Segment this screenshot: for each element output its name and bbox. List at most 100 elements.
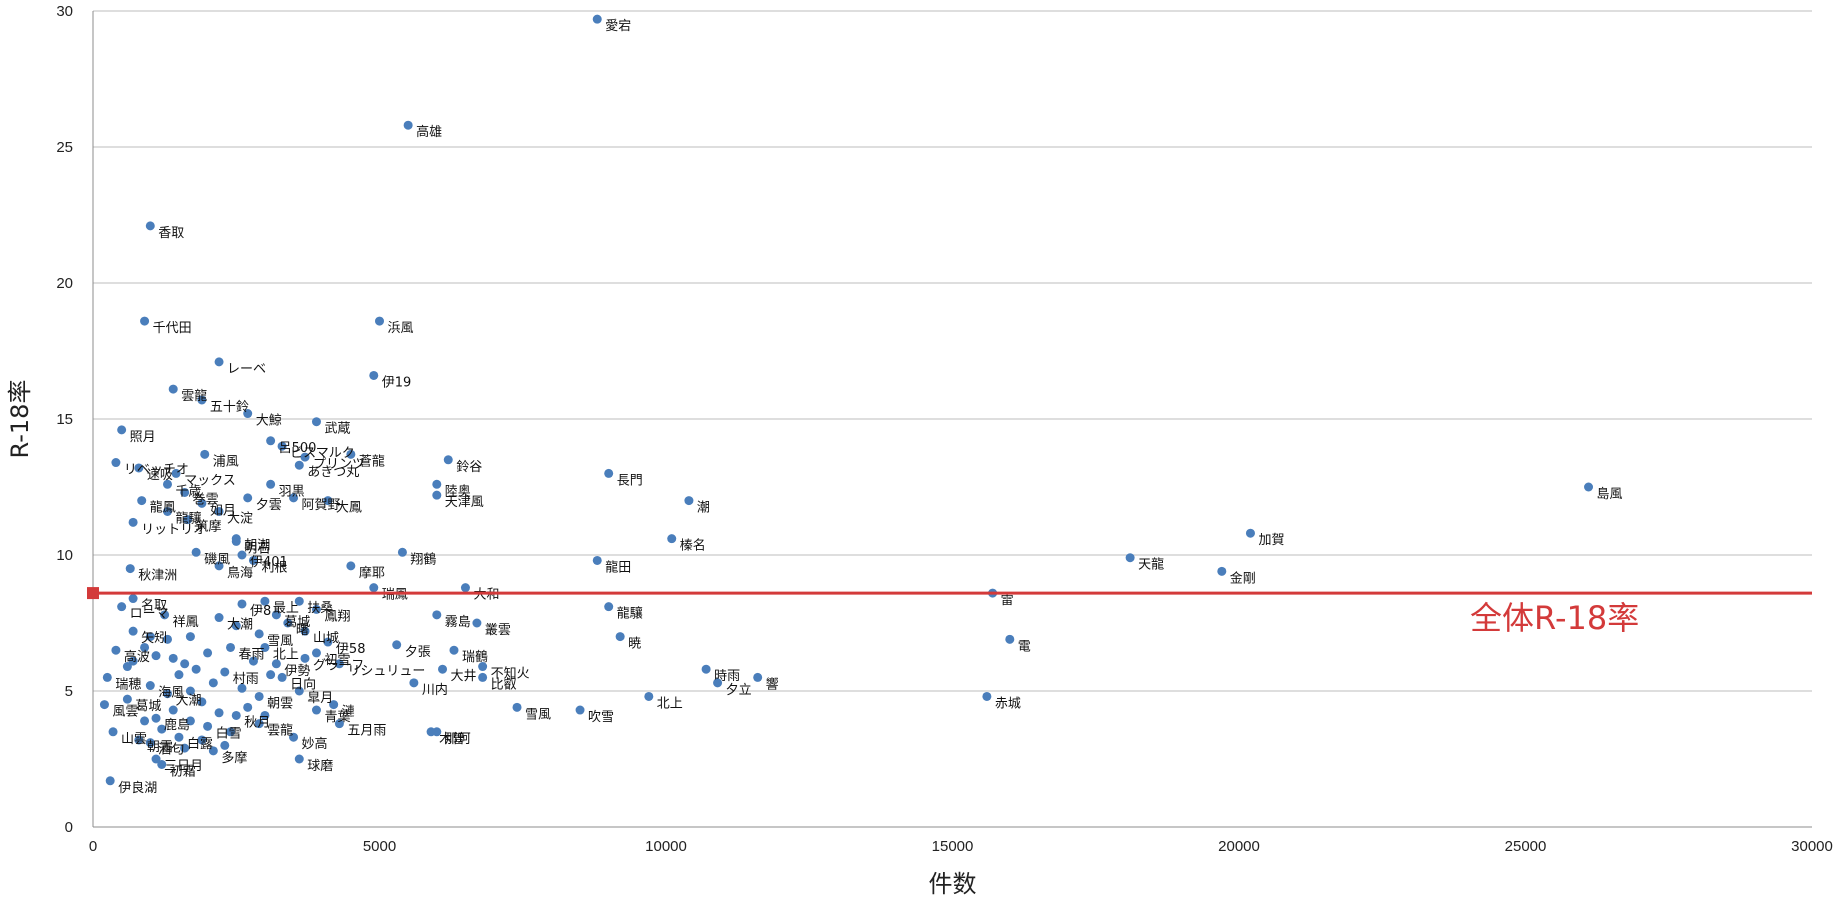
point-label: 吹雪 (588, 710, 614, 725)
data-point (323, 637, 333, 647)
point-label: 暁 (628, 637, 641, 652)
data-point (117, 602, 127, 612)
point-label: 龍鳳 (150, 500, 176, 516)
y-tick-label: 25 (56, 139, 73, 156)
point-label: 葛城 (284, 615, 310, 630)
data-point (346, 561, 356, 571)
point-label: ビスマルク (290, 446, 355, 461)
point-label: 那珂 (445, 732, 471, 747)
point-label: 鳥海 (227, 566, 253, 581)
point-label: 山雲 (121, 732, 147, 747)
data-point (449, 645, 459, 655)
point-label: 五月雨 (347, 724, 386, 739)
data-point (102, 672, 112, 682)
data-point (99, 700, 109, 710)
data-point (311, 604, 321, 614)
data-point (375, 316, 384, 326)
data-point (644, 691, 654, 701)
data-point (369, 583, 379, 593)
point-label: 天龍 (1138, 557, 1164, 573)
point-label: 大鳳 (336, 501, 362, 516)
data-point (185, 632, 195, 642)
data-point (701, 664, 711, 674)
point-label: 加賀 (1258, 533, 1284, 548)
y-tick-label: 20 (56, 275, 73, 292)
data-point (171, 468, 181, 478)
data-point (197, 735, 207, 745)
point-label: 千歳 (175, 484, 201, 499)
point-label: 山城 (313, 631, 339, 646)
point-label: 筑摩 (196, 519, 222, 535)
x-tick-label: 25000 (1505, 838, 1547, 855)
point-label: 浜風 (388, 321, 414, 336)
data-point (214, 561, 224, 571)
point-label: 木曽 (439, 732, 465, 747)
data-point (140, 642, 150, 652)
point-label: 最上 (273, 601, 299, 616)
data-point (1125, 553, 1135, 563)
data-point (185, 686, 195, 696)
data-point (214, 613, 224, 623)
point-label: 祥鳳 (173, 615, 199, 630)
data-point (294, 754, 304, 764)
point-label: 速吸 (147, 468, 173, 483)
data-point (432, 490, 442, 500)
data-point (294, 596, 304, 606)
point-label: 叢雲 (485, 623, 511, 638)
point-label: 伊58 (336, 642, 366, 657)
point-label: 大井 (451, 669, 477, 684)
x-tick-label: 5000 (363, 838, 396, 855)
point-label: 龍驤 (175, 510, 201, 526)
reference-line-label: 全体R-18率 (1470, 599, 1639, 637)
data-point (237, 550, 247, 560)
data-point (323, 496, 333, 506)
point-label: 大和 (473, 588, 499, 603)
point-label: 龍驤 (617, 606, 643, 622)
data-point (128, 594, 138, 604)
point-label: 明石 (244, 541, 270, 556)
point-label: 夕雲 (256, 498, 282, 513)
data-point (128, 656, 138, 666)
x-tick-label: 0 (89, 838, 97, 855)
data-point (283, 618, 293, 628)
point-label: 鳳翔 (324, 609, 350, 624)
point-label: 五十鈴 (210, 400, 249, 415)
data-point (185, 716, 195, 726)
point-label: 初霜 (170, 764, 196, 779)
point-label: 伊19 (382, 375, 412, 390)
point-label: 雪風 (267, 634, 293, 649)
point-label: 高波 (124, 649, 150, 665)
point-label: 蒼龍 (359, 453, 385, 469)
point-label: 名取 (141, 598, 167, 614)
data-point (203, 721, 213, 731)
data-point (231, 536, 241, 546)
point-label: 大淀 (227, 511, 253, 526)
point-label: グラーフ (313, 658, 364, 673)
data-point (443, 455, 453, 465)
data-point (168, 705, 178, 715)
data-point (151, 754, 161, 764)
point-label: 榛名 (680, 538, 706, 554)
data-point (157, 759, 167, 769)
data-point (220, 667, 230, 677)
point-label: 鈴谷 (456, 460, 482, 475)
data-point (397, 547, 407, 557)
data-point (409, 678, 419, 688)
point-label: 伊8 (250, 604, 271, 619)
point-label: 伊良湖 (118, 780, 157, 796)
point-label: 北上 (273, 647, 299, 662)
point-label: リシュリュー (347, 664, 425, 679)
y-tick-label: 10 (56, 547, 73, 564)
point-label: 長門 (617, 473, 643, 488)
data-point (346, 449, 356, 459)
reference-line-group: 全体R-18率 (87, 587, 1812, 637)
point-label: 朝霜 (147, 740, 173, 755)
data-point (197, 697, 207, 707)
point-label: 雲龍 (267, 723, 293, 739)
point-label: 大鯨 (256, 414, 282, 429)
data-point (243, 493, 253, 503)
point-label: 呂500 (279, 441, 317, 456)
data-point (260, 642, 270, 652)
data-point (311, 648, 321, 658)
point-label: 伊勢 (284, 664, 310, 679)
